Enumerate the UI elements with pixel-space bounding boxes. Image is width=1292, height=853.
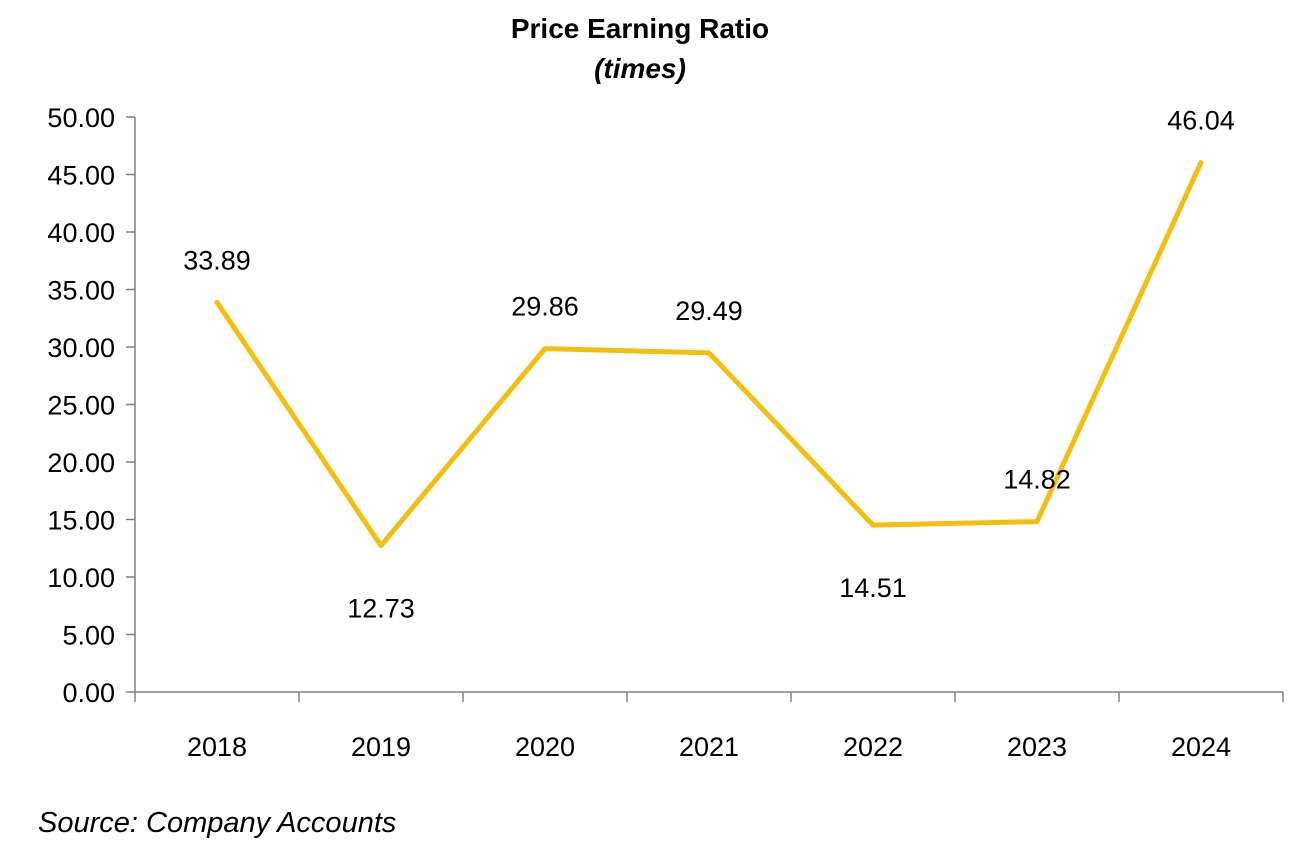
data-label: 29.86: [511, 292, 579, 322]
x-tick-label: 2021: [679, 732, 739, 762]
x-axis: 2018 2019 2020 2021 2022 2023 2024: [134, 691, 1284, 762]
chart-title: Price Earning Ratio: [511, 13, 769, 44]
data-labels-layer: 33.89 12.73 29.86 29.49 14.51 14.82 46.04: [183, 106, 1235, 624]
data-label: 29.49: [675, 296, 743, 326]
y-axis: 0.00 5.00 10.00 15.00 20.00 25.00 30.00 35.00 40…: [47, 103, 136, 708]
y-tick-label: 35.00: [47, 276, 115, 306]
x-tick-label: 2018: [187, 732, 247, 762]
data-label: 12.73: [347, 594, 415, 624]
y-tick-label: 10.00: [47, 563, 115, 593]
x-tick-label: 2023: [1007, 732, 1067, 762]
y-tick-label: 0.00: [62, 678, 115, 708]
y-tick-label: 30.00: [47, 333, 115, 363]
x-tick-label: 2022: [843, 732, 903, 762]
data-label: 14.51: [839, 573, 907, 603]
x-tick-label: 2024: [1171, 732, 1231, 762]
series-layer: [214, 160, 1204, 549]
x-tick-label: 2019: [351, 732, 411, 762]
data-label: 46.04: [1167, 106, 1235, 136]
chart-subtitle: (times): [594, 53, 686, 84]
y-tick-label: 5.00: [62, 621, 115, 651]
y-tick-label: 15.00: [47, 506, 115, 536]
data-label: 33.89: [183, 245, 251, 275]
x-tick-label: 2020: [515, 732, 575, 762]
y-tick-label: 20.00: [47, 448, 115, 478]
y-tick-label: 45.00: [47, 161, 115, 191]
source-note: Source: Company Accounts: [38, 807, 396, 839]
y-tick-label: 50.00: [47, 103, 115, 133]
y-tick-label: 25.00: [47, 391, 115, 421]
y-tick-label: 40.00: [47, 218, 115, 248]
data-label: 14.82: [1003, 465, 1071, 495]
